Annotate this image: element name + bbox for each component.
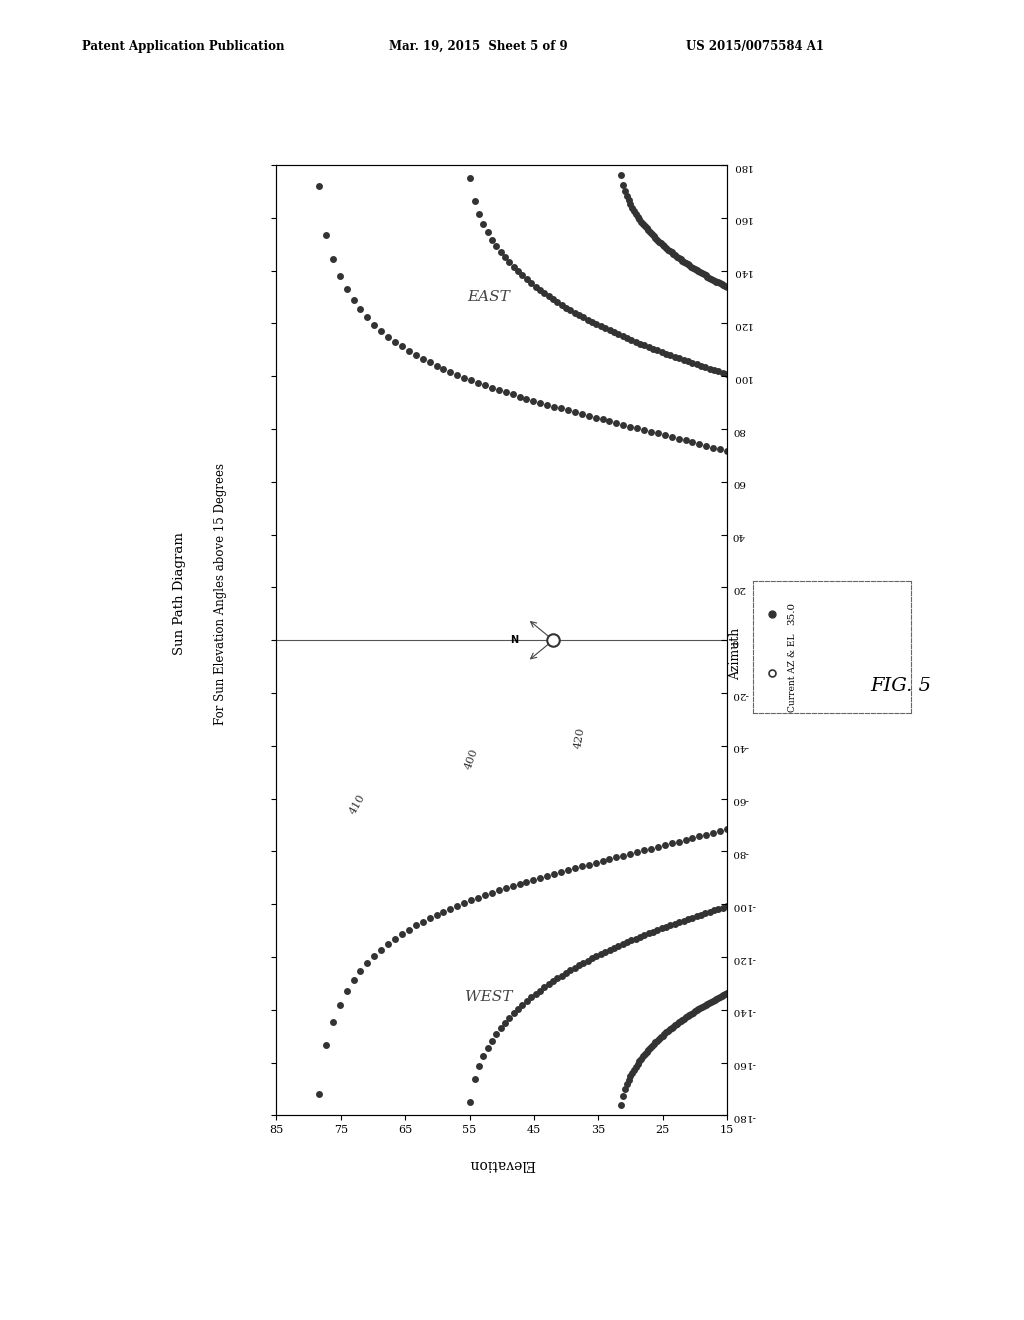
Text: FIG. 5: FIG. 5 — [870, 677, 932, 696]
Text: EAST: EAST — [468, 290, 510, 304]
Text: 420: 420 — [572, 726, 586, 750]
Text: Elevation: Elevation — [469, 1158, 535, 1171]
Text: For Sun Elevation Angles above 15 Degrees: For Sun Elevation Angles above 15 Degree… — [214, 463, 226, 725]
Text: Azimuth: Azimuth — [729, 627, 741, 680]
Text: 400: 400 — [463, 747, 480, 771]
Y-axis label: Azimuth: Azimuth — [772, 614, 785, 667]
Text: WEST: WEST — [465, 990, 513, 1003]
Text: N: N — [511, 635, 519, 645]
Text: Mar. 19, 2015  Sheet 5 of 9: Mar. 19, 2015 Sheet 5 of 9 — [389, 40, 567, 53]
Text: 35.0: 35.0 — [787, 602, 797, 626]
Text: Patent Application Publication: Patent Application Publication — [82, 40, 285, 53]
Text: Sun Path Diagram: Sun Path Diagram — [173, 532, 185, 656]
Text: US 2015/0075584 A1: US 2015/0075584 A1 — [686, 40, 824, 53]
Text: 410: 410 — [347, 792, 367, 816]
Text: Current AZ & EL: Current AZ & EL — [787, 634, 797, 713]
